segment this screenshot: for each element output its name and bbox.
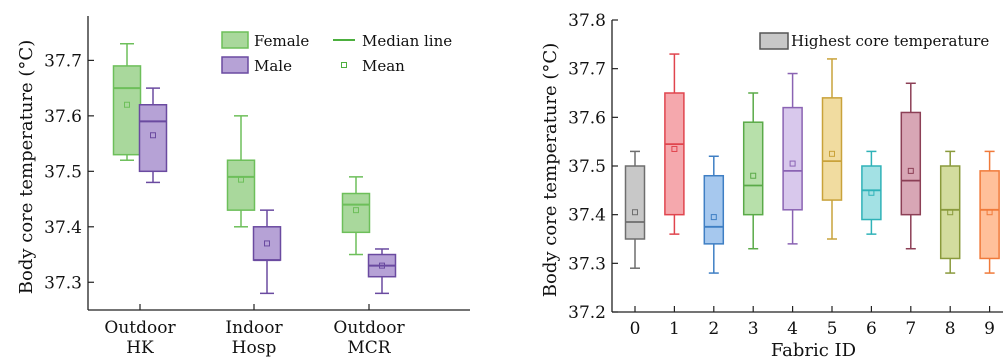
mean-marker — [789, 160, 796, 167]
mean-marker — [710, 214, 717, 221]
x-tick-label: HK — [126, 338, 154, 358]
y-tick-label: 37.5 — [44, 162, 82, 182]
mean-marker — [868, 189, 875, 196]
mean-marker — [124, 101, 130, 108]
mean-marker — [947, 209, 954, 216]
legend-label-highest: Highest core temperature — [791, 32, 989, 50]
box-male-2 — [367, 248, 397, 295]
box-body — [742, 121, 764, 216]
mean-marker — [238, 176, 244, 183]
legend-label-mean: Mean — [362, 57, 405, 75]
box-body — [939, 165, 961, 260]
chart-left: 37.3 37.4 37.5 37.6 37.7 Body core temperatur… — [16, 16, 470, 358]
legend-label-median: Median line — [362, 32, 452, 50]
chart-right: 37.2 37.3 37.4 37.5 37.6 37.7 37.8 Body core te… — [540, 11, 1003, 361]
box-body — [624, 165, 646, 240]
mean-marker — [671, 145, 678, 152]
x-tick-label: 0 — [630, 319, 641, 339]
box-body — [821, 97, 843, 201]
mean-marker — [750, 172, 757, 179]
x-tick-label: Outdoor — [333, 318, 405, 338]
y-tick-label: 37.5 — [568, 157, 606, 177]
mean-marker — [986, 209, 993, 216]
box-male-0 — [138, 87, 168, 184]
box-body — [252, 226, 282, 261]
box-fabric-5 — [821, 58, 843, 240]
legend-swatch-mean — [341, 62, 347, 68]
box-female-1 — [226, 115, 256, 228]
x-tick-label: 9 — [984, 319, 995, 339]
box-body — [226, 159, 256, 211]
x-tick-label: 3 — [748, 319, 759, 339]
box-body — [782, 106, 803, 211]
legend-label-male: Male — [254, 57, 292, 75]
y-axis-title: Body core temperature (°C) — [540, 43, 561, 297]
legend-label-female: Female — [254, 32, 309, 50]
x-tick-label: 6 — [866, 319, 877, 339]
x-tick-label: 5 — [827, 319, 838, 339]
y-tick-label: 37.3 — [44, 273, 82, 293]
x-tick-label: Outdoor — [104, 318, 176, 338]
mean-marker — [150, 132, 156, 139]
legend-swatch-female — [221, 31, 249, 49]
box-body — [900, 111, 922, 216]
x-tick-label: 1 — [669, 319, 680, 339]
box-fabric-3 — [742, 92, 764, 250]
box-body — [861, 165, 882, 221]
x-tick-label: 2 — [708, 319, 719, 339]
box-fabric-7 — [900, 82, 922, 250]
x-tick-label: 7 — [905, 319, 916, 339]
mean-marker — [353, 207, 359, 214]
x-tick-label: MCR — [347, 338, 391, 358]
mean-marker — [264, 240, 270, 247]
mean-marker — [632, 209, 638, 216]
y-tick-label: 37.8 — [568, 11, 606, 31]
mean-marker — [829, 150, 835, 157]
box-fabric-6 — [861, 150, 882, 235]
y-tick-label: 37.6 — [568, 108, 606, 128]
box-fabric-8 — [939, 150, 961, 274]
x-tick-label: 4 — [787, 319, 798, 339]
box-fabric-2 — [703, 155, 725, 274]
box-fabric-1 — [664, 53, 685, 235]
x-axis-title: Fabric ID — [771, 340, 856, 361]
y-tick-label: 37.6 — [44, 107, 82, 127]
y-tick-label: 37.3 — [568, 254, 606, 274]
box-body — [664, 92, 685, 216]
y-tick-label: 37.4 — [44, 218, 82, 238]
legend-swatch-male — [221, 56, 249, 74]
mean-marker — [907, 167, 914, 174]
y-axis-title: Body core temperature (°C) — [16, 40, 37, 294]
box-fabric-0 — [624, 150, 646, 269]
y-tick-label: 37.7 — [44, 51, 82, 71]
y-tick-label: 37.2 — [568, 303, 606, 323]
y-tick-label: 37.4 — [568, 206, 606, 226]
box-fabric-9 — [979, 150, 1000, 274]
box-body — [112, 65, 142, 156]
legend-right: Highest core temperature — [759, 32, 989, 50]
x-tick-label: Indoor — [225, 318, 283, 338]
legend-swatch-highest — [759, 32, 789, 50]
box-female-0 — [112, 42, 142, 161]
mean-marker — [379, 262, 385, 269]
x-tick-label: Hosp — [232, 338, 277, 358]
box-female-2 — [341, 176, 371, 256]
box-body — [703, 174, 725, 245]
box-male-1 — [252, 209, 282, 295]
box-fabric-4 — [782, 72, 803, 245]
y-tick-label: 37.7 — [568, 60, 606, 80]
legend-left: Female Male Median line Mean — [221, 31, 452, 75]
x-tick-label: 8 — [945, 319, 956, 339]
